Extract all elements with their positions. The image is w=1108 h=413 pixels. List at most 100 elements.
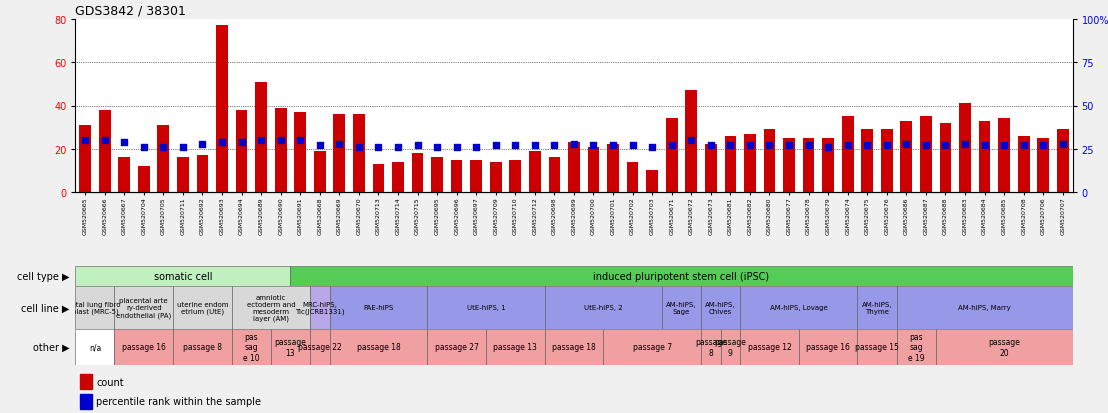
Point — [624, 142, 642, 149]
Text: AM-hiPS, Marry: AM-hiPS, Marry — [958, 305, 1010, 311]
Text: pas
sag
e 10: pas sag e 10 — [243, 332, 259, 362]
Bar — [216, 26, 228, 192]
Text: AM-hiPS,
Sage: AM-hiPS, Sage — [666, 301, 697, 314]
Point — [702, 142, 720, 149]
Bar — [75, 329, 114, 365]
Point — [233, 139, 250, 146]
Point — [486, 142, 504, 149]
Bar — [720, 329, 740, 365]
Point — [330, 141, 348, 147]
Point — [839, 142, 856, 149]
Point — [526, 142, 544, 149]
Bar — [114, 286, 173, 329]
Bar — [470, 160, 482, 192]
Point — [683, 138, 700, 144]
Point — [585, 142, 603, 149]
Bar — [177, 158, 188, 192]
Bar — [428, 329, 486, 365]
Point — [741, 142, 759, 149]
Bar — [607, 145, 619, 192]
Bar — [799, 329, 858, 365]
Bar — [666, 119, 678, 192]
Bar — [310, 286, 329, 329]
Text: passage 18: passage 18 — [357, 343, 400, 351]
Bar — [545, 286, 661, 329]
Point — [800, 142, 818, 149]
Text: placental arte
ry-derived
endothelial (PA): placental arte ry-derived endothelial (P… — [116, 297, 172, 318]
Bar — [81, 375, 92, 389]
Text: induced pluripotent stem cell (iPSC): induced pluripotent stem cell (iPSC) — [594, 271, 770, 281]
Point — [95, 138, 113, 144]
Text: passage 8: passage 8 — [183, 343, 222, 351]
Bar — [329, 329, 428, 365]
Bar — [353, 115, 365, 192]
Point — [135, 145, 153, 151]
Point — [859, 142, 876, 149]
Bar — [603, 329, 701, 365]
Bar — [842, 117, 853, 192]
Point — [976, 142, 994, 149]
Bar — [314, 152, 326, 192]
Bar — [119, 158, 130, 192]
Bar — [329, 286, 428, 329]
Bar — [196, 156, 208, 192]
Bar — [1018, 136, 1029, 192]
Point — [1015, 142, 1033, 149]
Bar — [75, 266, 290, 286]
Point — [154, 145, 172, 151]
Bar — [75, 286, 114, 329]
Bar — [114, 329, 173, 365]
Point — [995, 142, 1013, 149]
Bar — [783, 139, 794, 192]
Bar — [275, 108, 287, 192]
Bar — [568, 143, 579, 192]
Bar — [510, 160, 521, 192]
Bar — [978, 121, 991, 192]
Text: passage
9: passage 9 — [715, 337, 747, 357]
Bar — [310, 329, 329, 365]
Text: passage 27: passage 27 — [434, 343, 479, 351]
Bar — [232, 286, 310, 329]
Point — [213, 139, 230, 146]
Bar — [701, 329, 720, 365]
Point — [409, 142, 427, 149]
Bar — [858, 329, 896, 365]
Point — [878, 142, 895, 149]
Point — [370, 145, 388, 151]
Text: passage
13: passage 13 — [275, 337, 307, 357]
Text: passage 12: passage 12 — [748, 343, 791, 351]
Text: AM-hiPS,
Thyme: AM-hiPS, Thyme — [862, 301, 892, 314]
Bar — [740, 329, 799, 365]
Text: PAE-hiPS: PAE-hiPS — [363, 305, 393, 311]
Bar — [896, 329, 935, 365]
Bar — [861, 130, 873, 192]
Point — [506, 142, 524, 149]
Point — [468, 145, 485, 151]
Bar — [236, 111, 247, 192]
Point — [644, 145, 661, 151]
Bar — [940, 123, 952, 192]
Point — [448, 145, 465, 151]
Text: other ▶: other ▶ — [33, 342, 70, 352]
Bar — [661, 286, 701, 329]
Bar — [173, 329, 232, 365]
Text: AM-hiPS,
Chives: AM-hiPS, Chives — [706, 301, 736, 314]
Text: cell line ▶: cell line ▶ — [21, 303, 70, 313]
Text: passage 18: passage 18 — [552, 343, 596, 351]
Point — [917, 142, 935, 149]
Bar — [745, 134, 756, 192]
Point — [389, 145, 407, 151]
Bar — [255, 83, 267, 192]
Point — [291, 138, 309, 144]
Bar — [545, 329, 603, 365]
Bar — [901, 121, 912, 192]
Point — [115, 139, 133, 146]
Bar — [646, 171, 658, 192]
Point — [663, 142, 680, 149]
Bar — [490, 162, 502, 192]
Text: uterine endom
etrium (UtE): uterine endom etrium (UtE) — [176, 301, 228, 314]
Text: MRC-hiPS,
Tic(JCRB1331): MRC-hiPS, Tic(JCRB1331) — [295, 301, 345, 314]
Text: passage 15: passage 15 — [855, 343, 899, 351]
Bar — [822, 139, 834, 192]
Bar — [157, 126, 170, 192]
